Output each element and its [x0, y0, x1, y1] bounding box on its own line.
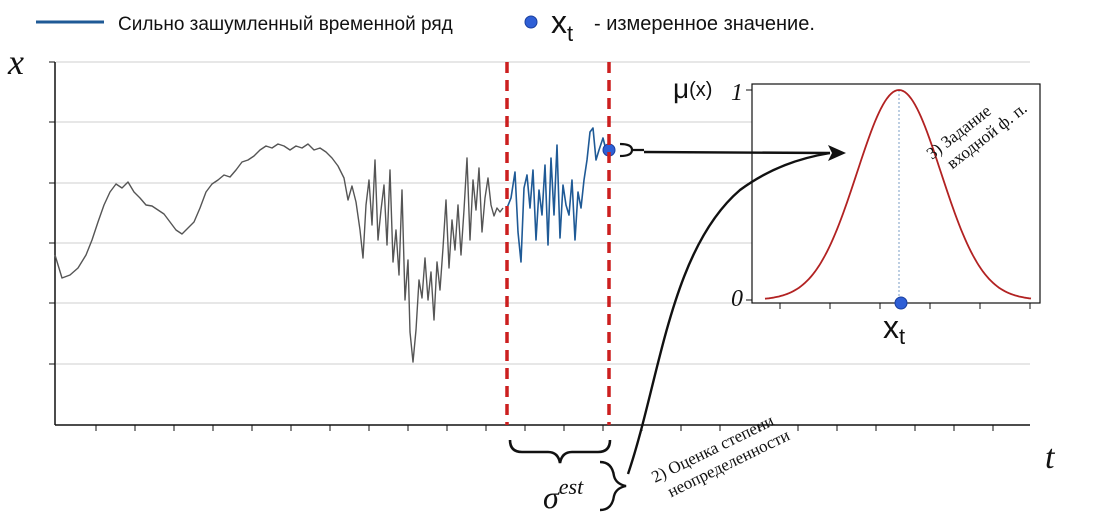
x-axis-label: t	[1045, 439, 1056, 476]
membership-panel: μ(x) 1 0 xt	[673, 73, 1041, 349]
membership-y-label: μ(x)	[673, 73, 712, 104]
membership-tick-one: 1	[731, 80, 743, 106]
noisy-series-window	[506, 127, 609, 263]
legend-point-symbol: xt	[551, 4, 573, 46]
sigma-brace	[599, 460, 627, 512]
membership-xt-point	[894, 296, 908, 310]
arrows	[619, 142, 846, 475]
membership-x-label: xt	[883, 309, 905, 349]
legend-series-label: Сильно зашумленный временной ряд	[118, 14, 453, 35]
legend-point-marker	[524, 15, 538, 29]
legend: Сильно зашумленный временной ряд xt - из…	[36, 4, 815, 46]
sigma-est-label: σest	[543, 474, 584, 515]
sigma-est-superscript: est	[559, 474, 584, 499]
y-axis-label: x	[7, 42, 24, 82]
step2-annotation: 2) Оценка степени неопределенности	[648, 407, 792, 504]
legend-point-label: - измеренное значение.	[594, 13, 815, 35]
membership-y-label-arg: (x)	[689, 79, 712, 101]
membership-x-subscript: t	[899, 324, 905, 349]
membership-axis-ticks	[746, 89, 1031, 309]
current-value-brace	[619, 142, 644, 158]
legend-point-subscript: t	[567, 21, 573, 46]
main-gridlines	[56, 61, 1030, 365]
membership-function-curve	[764, 89, 1032, 300]
curved-arrow-from-sigma	[626, 151, 831, 475]
main-axis-ticks	[49, 61, 994, 431]
main-plot: x t	[7, 42, 1056, 476]
arrow-to-membership	[643, 150, 831, 155]
estimation-window: σest	[505, 62, 627, 515]
noisy-series-history	[54, 143, 504, 363]
window-width-brace	[508, 439, 612, 464]
membership-tick-zero: 0	[731, 286, 743, 312]
membership-panel-frame	[751, 83, 1041, 304]
arrowhead-right	[828, 145, 846, 161]
